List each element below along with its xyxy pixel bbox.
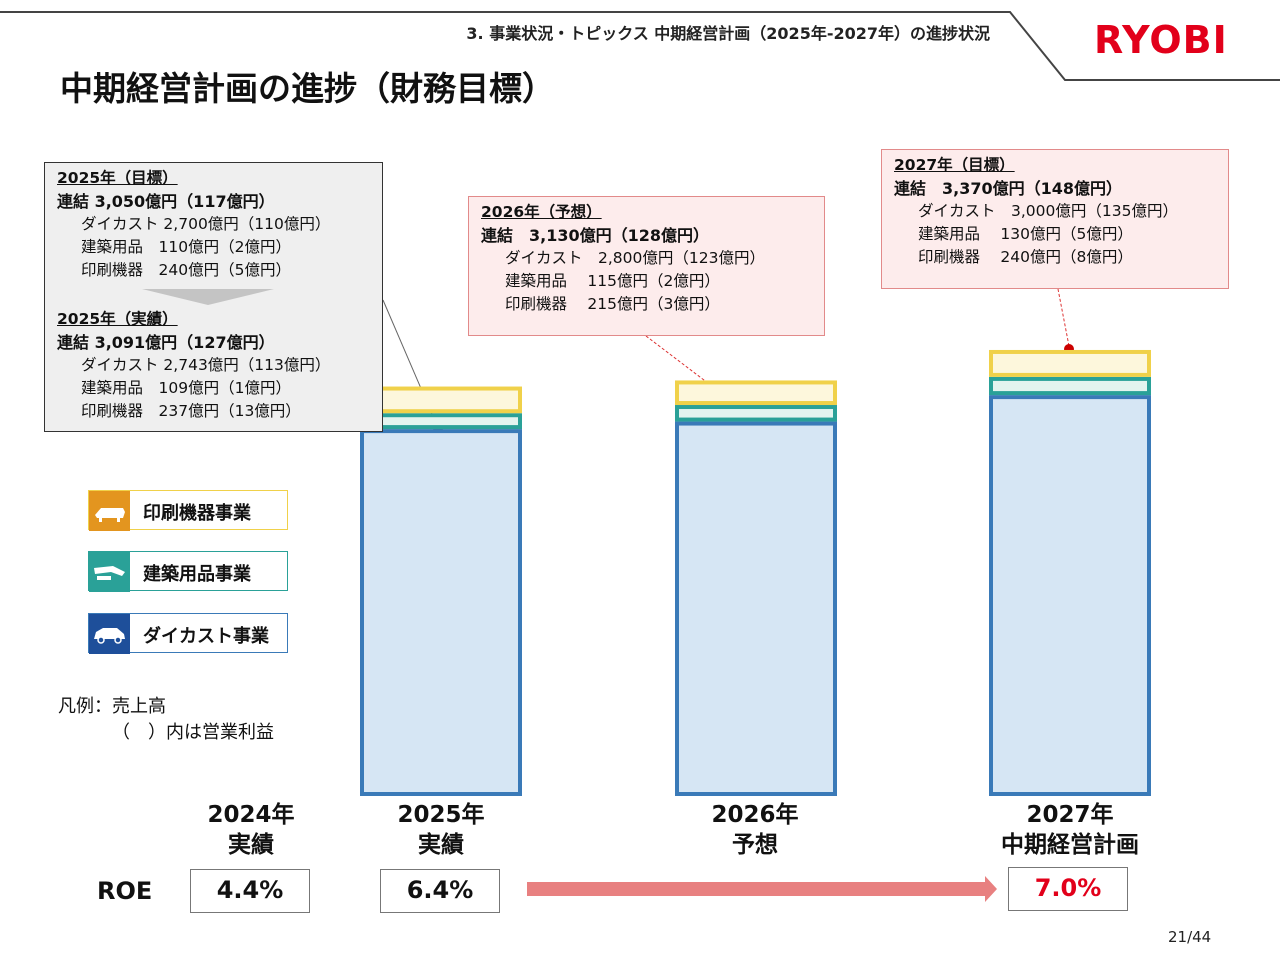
legend-die-cast: ダイカスト事業 — [88, 613, 288, 654]
box-item: 印刷機器 240億円（5億円） — [81, 261, 291, 279]
category-label: 実績 — [228, 832, 274, 858]
bar-building — [989, 376, 1151, 396]
category-year: 2026年 — [711, 802, 799, 828]
door-closer-icon — [89, 552, 130, 592]
category-year: 2024年 — [207, 802, 295, 828]
legend-label: ダイカスト事業 — [143, 626, 269, 647]
bar-die-cast — [675, 421, 837, 796]
bar-die-cast — [360, 429, 522, 796]
car-icon — [89, 614, 130, 654]
printing-press-icon — [89, 491, 130, 531]
box-year: 2025年（目標） — [57, 169, 178, 187]
section-title: 3. 事業状況・トピックス 中期経営計画（2025年-2027年）の進捗状況 — [466, 24, 990, 43]
category-2027: 2027年 中期経営計画 — [970, 800, 1170, 860]
box-item: ダイカスト 2,700億円（110億円） — [81, 215, 331, 233]
legend-label: 印刷機器事業 — [143, 503, 251, 524]
bar-building — [675, 405, 837, 422]
down-arrow-icon — [142, 289, 274, 305]
box-year: 2025年（実績） — [57, 310, 178, 328]
category-label: 中期経営計画 — [1001, 832, 1139, 858]
roe-label: ROE — [97, 877, 153, 905]
header-divider — [0, 11, 1280, 81]
box-item: ダイカスト 2,743億円（113億円） — [81, 356, 331, 374]
box-total: 連結 3,130億円（128億円） — [481, 226, 710, 245]
roe-2027: 7.0% — [1008, 867, 1128, 911]
page-number: 21/44 — [1168, 928, 1212, 946]
category-2025: 2025年 実績 — [371, 800, 511, 860]
box-item: 印刷機器 215億円（3億円） — [505, 295, 720, 313]
category-label: 予想 — [732, 832, 778, 858]
bar-printing — [675, 380, 837, 406]
box-total: 連結 3,091億円（127億円） — [57, 333, 275, 352]
bar-printing — [989, 349, 1151, 377]
legend-note-2: （ ）内は営業利益 — [112, 722, 274, 743]
box-item: ダイカスト 3,000億円（135億円） — [918, 202, 1178, 220]
box-item: 建築用品 109億円（1億円） — [81, 379, 291, 397]
legend-building: 建築用品事業 — [88, 551, 288, 592]
category-label: 実績 — [418, 832, 464, 858]
box-item: ダイカスト 2,800億円（123億円） — [505, 249, 765, 267]
box-total: 連結 3,050億円（117億円） — [57, 192, 275, 211]
box-year: 2027年（目標） — [894, 156, 1015, 174]
bar-die-cast — [989, 395, 1151, 796]
box-item: 印刷機器 237億円（13億円） — [81, 402, 301, 420]
info-box-2026: 2026年（予想） 連結 3,130億円（128億円） ダイカスト 2,800億… — [468, 196, 825, 336]
category-2024: 2024年 実績 — [181, 800, 321, 860]
leader-2027 — [1057, 288, 1070, 347]
roe-2024: 4.4% — [190, 869, 310, 913]
bar-building — [360, 413, 522, 430]
box-year: 2026年（予想） — [481, 203, 602, 221]
box-item: 印刷機器 240億円（8億円） — [918, 248, 1133, 266]
category-year: 2027年 — [1026, 802, 1114, 828]
roe-arrow — [527, 876, 997, 902]
page-title: 中期経営計画の進捗（財務目標） — [60, 69, 555, 108]
legend-printing: 印刷機器事業 — [88, 490, 288, 531]
box-item: 建築用品 110億円（2億円） — [81, 238, 291, 256]
leader-2026 — [645, 335, 751, 416]
category-year: 2025年 — [397, 802, 485, 828]
box-item: 建築用品 115億円（2億円） — [505, 272, 720, 290]
box-total: 連結 3,370億円（148億円） — [894, 179, 1123, 198]
box-item: 建築用品 130億円（5億円） — [918, 225, 1133, 243]
info-box-2027: 2027年（目標） 連結 3,370億円（148億円） ダイカスト 3,000億… — [881, 149, 1229, 289]
category-2026: 2026年 予想 — [685, 800, 825, 860]
legend-note-1: 凡例：売上高 — [58, 696, 166, 717]
ryobi-logo: RYOBI — [1094, 18, 1228, 62]
bar-printing — [360, 386, 522, 414]
roe-2025: 6.4% — [380, 869, 500, 913]
legend-label: 建築用品事業 — [143, 564, 251, 585]
